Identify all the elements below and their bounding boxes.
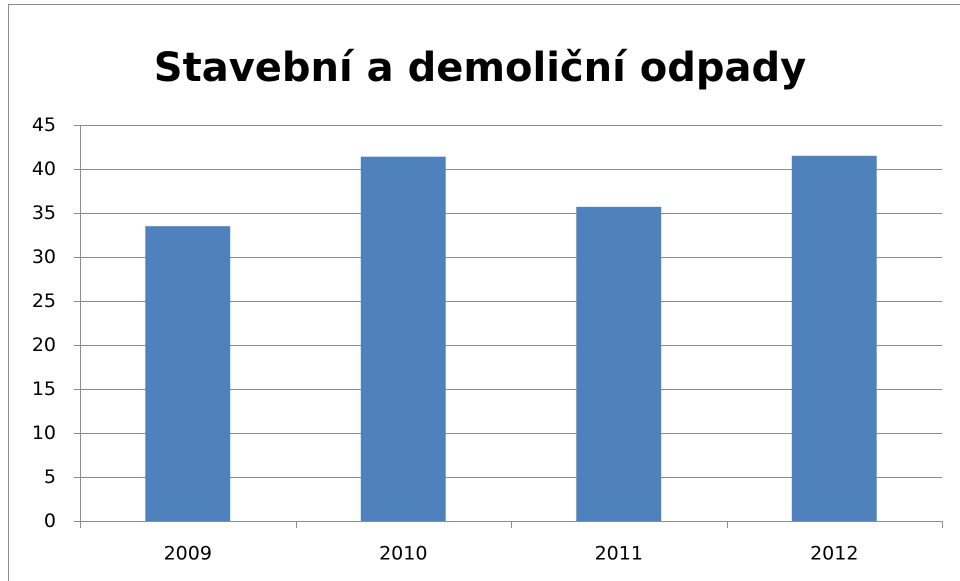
y-tick-label: 20 [32, 334, 56, 356]
y-tick-label: 10 [32, 422, 56, 444]
y-tick-label: 40 [32, 158, 56, 180]
x-tick-label: 2011 [595, 543, 643, 565]
x-tick-label: 2010 [379, 543, 427, 565]
y-tick-label: 25 [32, 290, 56, 312]
y-tick-label: 0 [44, 510, 56, 532]
y-tick-label: 15 [32, 378, 56, 400]
chart-title: Stavební a demoliční odpady [154, 45, 806, 91]
bar [576, 206, 662, 521]
bar [360, 156, 446, 521]
bar [145, 226, 231, 521]
y-tick-label: 35 [32, 202, 56, 224]
y-tick-label: 45 [32, 114, 56, 136]
y-tick-label: 5 [44, 466, 56, 488]
bar [791, 155, 877, 522]
x-tick-label: 2012 [810, 543, 858, 565]
y-tick-label: 30 [32, 246, 56, 268]
x-tick-label: 2009 [164, 543, 212, 565]
